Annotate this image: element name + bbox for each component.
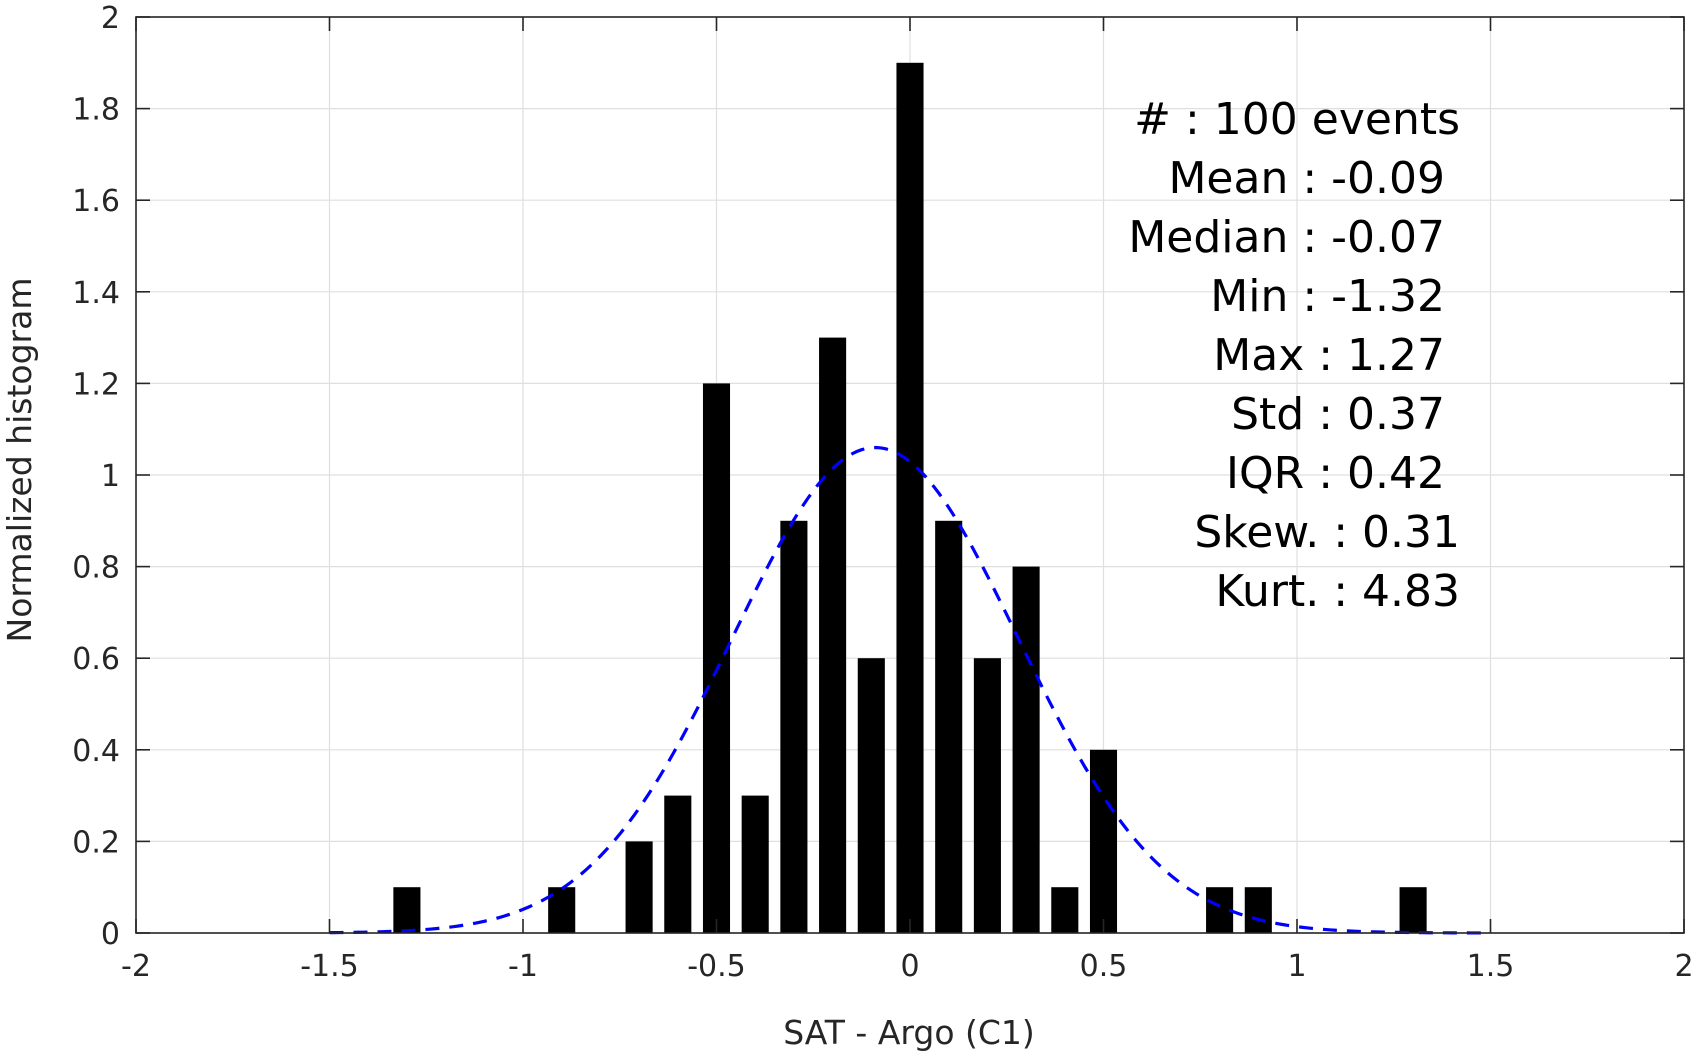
stat-line: Mean : -0.09 [1168,153,1445,204]
stat-line: Min : -1.32 [1210,271,1445,322]
y-tick-label: 0.4 [72,734,120,769]
y-tick-label: 1.2 [72,367,120,402]
histogram-bar [780,520,808,933]
histogram-bar [857,658,885,933]
x-tick-label: -0.5 [687,949,746,984]
stat-line: Kurt. : 4.83 [1215,566,1460,617]
fit-curve-layer [329,445,1491,935]
stat-line: Median : -0.07 [1128,212,1445,263]
x-tick-label: 2 [1674,949,1693,984]
y-tick-label: 1.4 [72,276,120,311]
histogram-bar [1206,887,1234,933]
x-tick-label: 0 [900,949,919,984]
x-tick-label: 1 [1287,949,1306,984]
stat-line: Std : 0.37 [1231,389,1445,440]
y-tick-label: 0 [101,917,120,952]
stat-line: # : 100 events [1134,94,1460,145]
x-tick-label: -1 [508,949,538,984]
stat-line: Max : 1.27 [1213,330,1445,381]
fit-curve [329,445,1491,935]
x-axis-title: SAT - Argo (C1) [783,1013,1035,1052]
histogram-bars [393,62,1427,934]
stats-box: # : 100 events Mean : -0.09 Median : -0.07… [1128,94,1460,617]
stat-line: Skew. : 0.31 [1194,507,1460,558]
histogram-bar [935,520,963,933]
histogram-bar [1089,749,1118,933]
x-tick-label: 1.5 [1467,949,1515,984]
histogram-bar [664,795,692,933]
histogram-bar [973,658,1001,933]
histogram-bar [702,383,731,933]
histogram-bar [1051,887,1079,933]
y-tick-label: 0.6 [72,642,120,677]
y-tick-label: 1.8 [72,93,120,128]
y-tick-label: 1 [101,459,120,494]
y-tick-label: 0.2 [72,825,120,860]
histogram-bar [741,795,769,933]
y-tick-label: 1.6 [72,184,120,219]
histogram-bar [625,841,653,933]
x-tick-label: 0.5 [1080,949,1128,984]
axes-frame [135,16,1685,934]
histogram-bar [819,337,847,934]
x-tick-label: -2 [121,949,151,984]
histogram-bar [1244,887,1272,933]
y-axis-title: Normalized histogram [0,278,39,643]
histogram-bar [1012,566,1040,933]
y-tick-label: 0.8 [72,551,120,586]
y-tick-label: 2 [101,1,120,36]
histogram-bar [896,62,924,934]
histogram-bar [393,887,421,933]
x-tick-label: -1.5 [300,949,359,984]
tick-labels: -2 -1.5 -1 -0.5 0 0.5 1 1.5 2 0 0.2 0.4 0.6 0.8 1 1.2 1.… [72,1,1693,984]
stat-line: IQR : 0.42 [1226,448,1445,499]
histogram-bar [1399,887,1427,933]
